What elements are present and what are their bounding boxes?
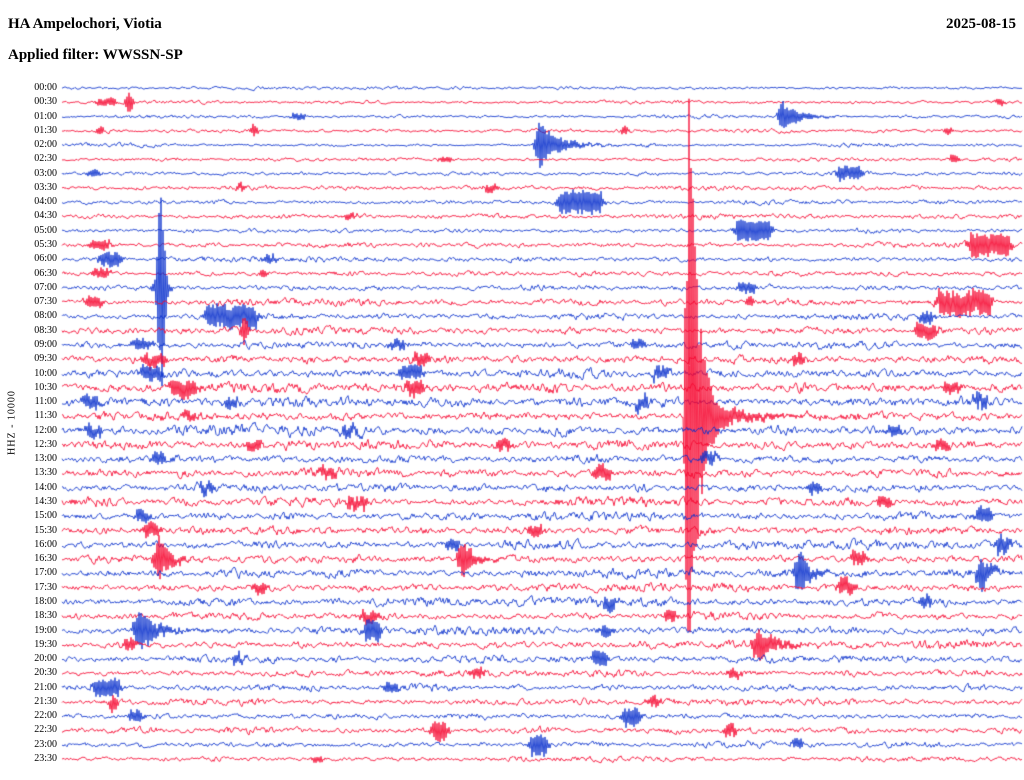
time-label: 22:30 [34,724,57,736]
time-label: 13:30 [34,467,57,479]
filter-label: Applied filter: WWSSN-SP [8,47,183,63]
time-label: 10:00 [34,367,57,379]
time-label: 13:00 [34,453,57,465]
time-label: 15:00 [34,510,57,522]
time-label: 21:30 [34,695,57,707]
time-label: 20:30 [34,667,57,679]
time-label: 09:30 [34,353,57,365]
time-label: 23:30 [34,753,57,764]
time-label: 02:30 [34,153,57,165]
time-label: 03:00 [34,167,57,179]
time-label: 12:00 [34,424,57,436]
time-label: 16:30 [34,553,57,565]
time-label: 08:00 [34,310,57,322]
time-label: 17:30 [34,581,57,593]
time-label: 04:00 [34,196,57,208]
time-label: 21:00 [34,681,57,693]
time-label: 00:00 [34,82,57,93]
time-label: 01:30 [34,124,57,136]
time-label: 20:00 [34,653,57,665]
time-label: 08:30 [34,324,57,336]
time-label: 14:00 [34,481,57,493]
time-label: 18:30 [34,610,57,622]
time-label: 07:00 [34,281,57,293]
time-label: 06:30 [34,267,57,279]
time-label: 11:30 [34,410,57,422]
time-label: 16:00 [34,538,57,550]
time-label: 02:00 [34,139,57,151]
date-label: 2025-08-15 [946,16,1016,32]
time-label: 06:00 [34,253,57,265]
time-label: 19:00 [34,624,57,636]
station-title: HA Ampelochori, Viotia [8,16,162,32]
time-label: 00:30 [34,96,57,108]
time-label: 22:00 [34,710,57,722]
time-label: 18:00 [34,595,57,607]
time-label: 04:30 [34,210,57,222]
time-label: 12:30 [34,438,57,450]
time-label: 09:00 [34,338,57,350]
time-label: 15:30 [34,524,57,536]
time-label: 11:00 [34,396,57,408]
time-label: 03:30 [34,181,57,193]
channel-axis-label: HHZ - 10000 [6,390,18,455]
time-label: 05:30 [34,239,57,251]
time-label: 01:00 [34,110,57,122]
time-label: 14:30 [34,496,57,508]
time-label: 17:00 [34,567,57,579]
time-label: 05:00 [34,224,57,236]
time-label: 07:30 [34,296,57,308]
time-label: 19:30 [34,638,57,650]
time-label: 23:00 [34,738,57,750]
time-label: 10:30 [34,381,57,393]
